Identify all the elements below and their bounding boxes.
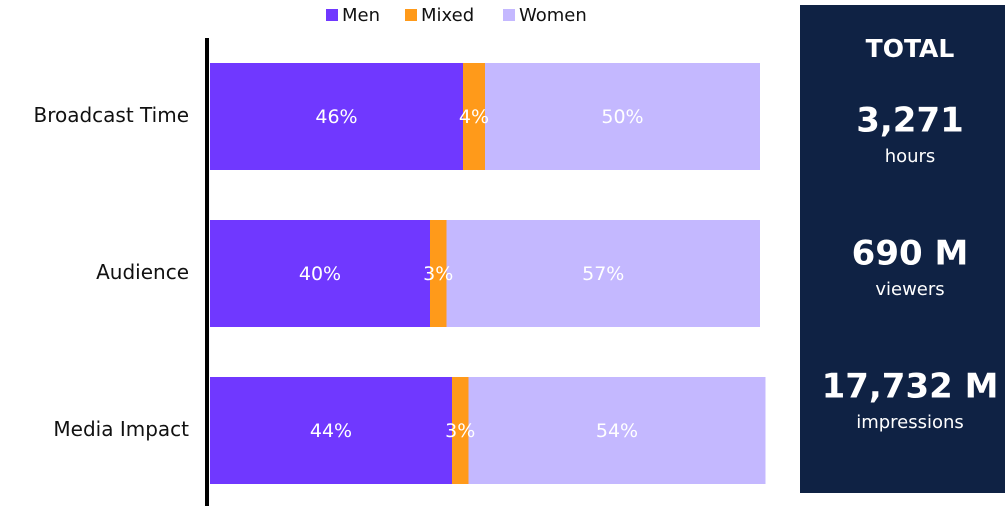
panel-value: 17,732 M [822, 367, 999, 407]
bar-segment [463, 63, 485, 170]
data-label: 50% [601, 106, 643, 128]
data-label: 3% [423, 263, 453, 285]
bar-segment [446, 220, 760, 327]
y-tick-label: Media Impact [53, 417, 189, 441]
totals-panel [800, 5, 1005, 493]
bar-segment [210, 220, 430, 327]
legend-swatch [326, 9, 338, 21]
data-label: 3% [445, 420, 475, 442]
y-tick-label: Broadcast Time [33, 103, 189, 127]
bar-segment [452, 377, 469, 484]
data-label: 57% [582, 263, 624, 285]
panel-unit: viewers [875, 279, 944, 300]
panel-value: 690 M [852, 234, 969, 274]
bar-segment [485, 63, 760, 170]
bar-segment [210, 377, 452, 484]
y-tick-label: Audience [96, 260, 189, 284]
panel-unit: hours [885, 146, 936, 167]
bar-segment [210, 63, 463, 170]
bar-segment [430, 220, 447, 327]
data-label: 46% [315, 106, 357, 128]
panel-unit: impressions [856, 412, 964, 433]
legend-swatch [405, 9, 417, 21]
data-label: 40% [299, 263, 341, 285]
legend-label: Women [519, 5, 587, 26]
bar-segment [468, 377, 766, 484]
data-label: 4% [459, 106, 489, 128]
data-label: 54% [596, 420, 638, 442]
legend-label: Men [342, 5, 380, 26]
data-label: 44% [310, 420, 352, 442]
panel-title: TOTAL [866, 34, 955, 63]
legend-swatch [503, 9, 515, 21]
legend-label: Mixed [421, 5, 474, 26]
panel-value: 3,271 [856, 101, 964, 141]
